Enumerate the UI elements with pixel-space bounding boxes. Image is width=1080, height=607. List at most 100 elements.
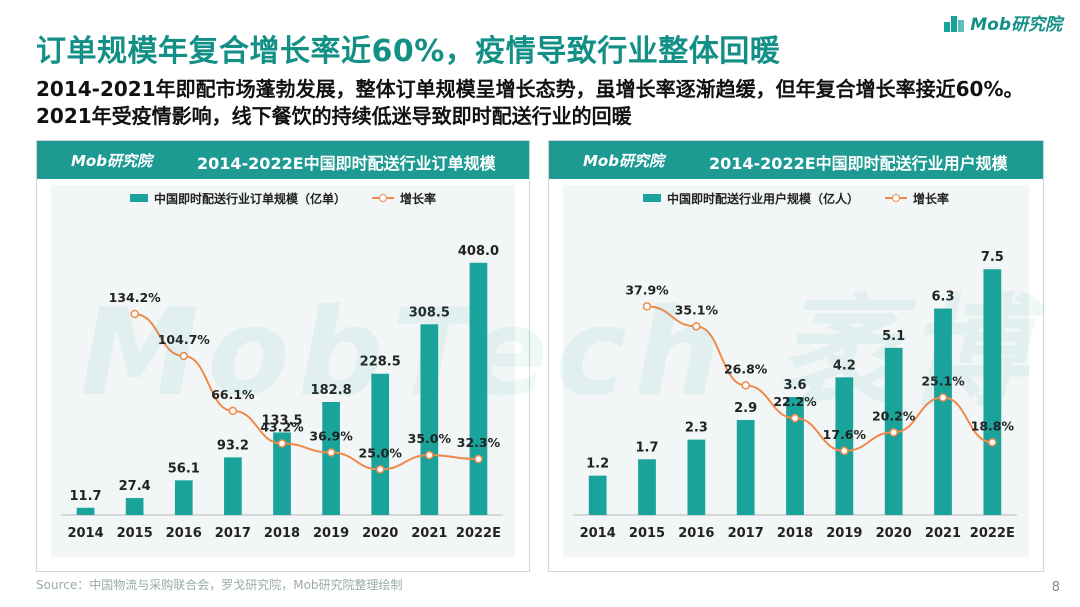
legend-item-line: 增长率 xyxy=(372,190,436,207)
brand-logo: Mob研究院 xyxy=(944,10,1062,35)
legend-bar-label: 中国即时配送行业订单规模（亿单） xyxy=(153,191,346,206)
x-tick-label: 2017 xyxy=(215,526,251,541)
chart-legend: 中国即时配送行业订单规模（亿单） 增长率 xyxy=(51,187,515,209)
growth-rate-label: 35.0% xyxy=(408,431,452,446)
page-number: 8 xyxy=(1051,580,1060,595)
growth-rate-label: 20.2% xyxy=(872,408,916,423)
x-tick-label: 2022E xyxy=(970,526,1015,541)
growth-rate-line xyxy=(646,305,993,452)
growth-rate-label: 25.1% xyxy=(921,374,965,389)
bar-value-label: 11.7 xyxy=(70,489,102,504)
panel-brand: Mob研究院 xyxy=(583,152,664,170)
growth-rate-point xyxy=(375,465,385,474)
legend-item-bar: 中国即时配送行业用户规模（亿人） xyxy=(642,190,859,207)
bar-value-label: 3.6 xyxy=(783,378,806,393)
chart-panel-users: Mob研究院 2014-2022E中国即时配送行业用户规模 中国即时配送行业用户… xyxy=(548,140,1044,572)
growth-rate-point xyxy=(938,393,948,402)
page-subtitle: 2014-2021年即配市场蓬勃发展，整体订单规模呈增长态势，虽增长率逐渐趋缓，… xyxy=(36,77,1024,128)
growth-rate-point xyxy=(425,450,434,460)
x-tick-label: 2020 xyxy=(362,526,398,541)
chart-area: 中国即时配送行业订单规模（亿单） 增长率 11.7 2014 27.4 2015 56.… xyxy=(51,185,515,557)
chart-title: 2014-2022E中国即时配送行业订单规模 xyxy=(197,154,496,173)
growth-rate-point xyxy=(741,381,750,390)
growth-rate-point xyxy=(228,406,238,416)
chart-area: 中国即时配送行业用户规模（亿人） 增长率 1.2 2014 1.7 2015 2.3 20… xyxy=(563,185,1029,557)
x-tick-label: 2016 xyxy=(678,526,714,541)
bar xyxy=(934,308,952,515)
growth-rate-point xyxy=(130,309,139,319)
x-tick-label: 2014 xyxy=(67,526,103,541)
legend-item-bar: 中国即时配送行业订单规模（亿单） xyxy=(129,190,346,207)
growth-rate-point xyxy=(474,454,483,464)
x-tick-label: 2021 xyxy=(411,526,447,541)
x-tick-label: 2016 xyxy=(166,526,202,541)
bar xyxy=(638,459,656,515)
bar xyxy=(588,475,607,515)
x-tick-label: 2020 xyxy=(876,526,912,541)
bar-value-label: 2.3 xyxy=(685,421,708,436)
bar xyxy=(420,324,439,515)
growth-rate-point xyxy=(790,413,800,423)
chart-legend: 中国即时配送行业用户规模（亿人） 增长率 xyxy=(563,187,1029,209)
x-tick-label: 2018 xyxy=(264,526,300,541)
bar-value-label: 1.2 xyxy=(586,457,609,472)
x-tick-label: 2015 xyxy=(117,526,153,541)
bar-value-label: 56.1 xyxy=(168,461,200,476)
bar-value-label: 2.9 xyxy=(734,401,757,416)
growth-rate-label: 25.0% xyxy=(359,445,403,460)
growth-rate-label: 26.8% xyxy=(724,361,768,376)
growth-rate-label: 134.2% xyxy=(109,290,162,305)
bar xyxy=(786,397,804,515)
x-tick-label: 2014 xyxy=(580,526,616,541)
legend-bar-label: 中国即时配送行业用户规模（亿人） xyxy=(666,191,859,206)
bar xyxy=(835,377,854,515)
bar-value-label: 6.3 xyxy=(931,290,954,305)
growth-rate-point xyxy=(277,439,287,448)
source-note: Source：中国物流与采购联合会，罗戈研究院，Mob研究院整理绘制 xyxy=(36,578,403,592)
bar xyxy=(174,480,193,515)
bar-value-label: 93.2 xyxy=(217,438,249,453)
growth-rate-label: 35.1% xyxy=(675,302,719,317)
growth-rate-point xyxy=(642,302,652,311)
bar xyxy=(687,439,706,515)
legend-bar-swatch xyxy=(642,194,661,202)
page-title: 订单规模年复合增长率近60%，疫情导致行业整体回暖 xyxy=(36,34,781,69)
bar xyxy=(125,498,144,515)
growth-rate-point xyxy=(326,448,336,457)
bar-value-label: 228.5 xyxy=(360,355,401,370)
bar-value-label: 308.5 xyxy=(409,305,450,320)
growth-rate-point xyxy=(179,351,189,361)
bar-value-label: 27.4 xyxy=(119,479,151,494)
brand-name: Mob研究院 xyxy=(970,15,1062,35)
legend-bar-swatch xyxy=(129,194,148,202)
bar xyxy=(469,262,488,515)
growth-rate-point xyxy=(988,438,997,447)
users-chart-svg: 1.2 2014 1.7 2015 2.3 2016 2.9 2017 3.6 2018 4.2 20… xyxy=(573,250,1017,541)
panel-brand: Mob研究院 xyxy=(71,152,152,170)
bar xyxy=(322,401,340,515)
x-tick-label: 2022E xyxy=(456,526,501,541)
panel-header: Mob研究院 2014-2022E中国即时配送行业订单规模 xyxy=(37,141,529,179)
legend-line-label: 增长率 xyxy=(400,191,437,206)
growth-rate-point xyxy=(840,446,849,456)
growth-rate-label: 66.1% xyxy=(211,387,255,402)
x-tick-label: 2015 xyxy=(629,526,665,541)
bar-value-label: 7.5 xyxy=(981,250,1004,265)
growth-rate-label: 37.9% xyxy=(625,282,669,297)
x-tick-label: 2018 xyxy=(777,526,813,541)
bar-value-label: 408.0 xyxy=(458,244,499,259)
chart-panel-orders: Mob研究院 2014-2022E中国即时配送行业订单规模 中国即时配送行业订单… xyxy=(36,140,530,572)
legend-item-line: 增长率 xyxy=(885,190,949,207)
bar xyxy=(224,457,242,515)
bar xyxy=(736,419,755,515)
x-tick-label: 2021 xyxy=(925,526,961,541)
growth-rate-point xyxy=(889,428,898,437)
x-tick-label: 2019 xyxy=(313,526,349,541)
bar xyxy=(273,432,291,515)
bar-value-label: 182.8 xyxy=(311,383,352,398)
x-tick-label: 2017 xyxy=(728,526,764,541)
chart-title: 2014-2022E中国即时配送行业用户规模 xyxy=(709,154,1008,173)
legend-line-label: 增长率 xyxy=(913,191,950,206)
bar xyxy=(983,269,1002,515)
growth-rate-label: 17.6% xyxy=(823,427,867,442)
